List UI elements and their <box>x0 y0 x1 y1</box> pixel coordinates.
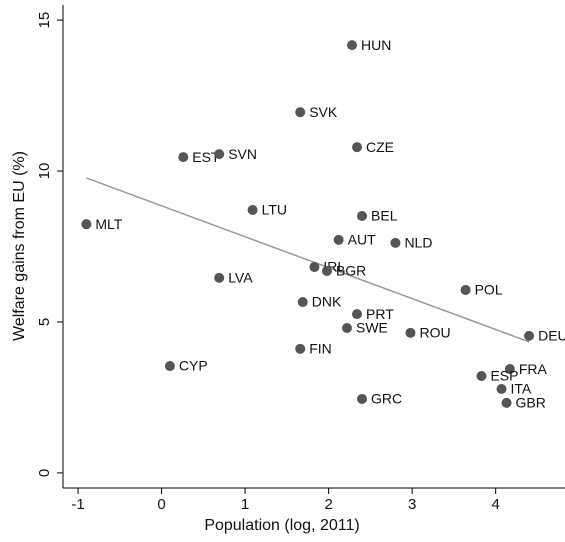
y-axis-title: Welfare gains from EU (%) <box>11 151 28 341</box>
point <box>247 204 258 215</box>
point-label: GRC <box>371 391 402 407</box>
point-label: MLT <box>95 216 122 232</box>
point-label: SVN <box>228 146 257 162</box>
point-label: PRT <box>366 306 394 322</box>
point <box>295 343 306 354</box>
point <box>297 297 308 308</box>
point-label: GBR <box>516 395 546 411</box>
point-label: CYP <box>179 358 208 374</box>
point-label: BEL <box>371 208 398 224</box>
point-label: NLD <box>404 235 432 251</box>
y-tick-label: 10 <box>36 163 53 180</box>
point-label: FRA <box>519 361 548 377</box>
point <box>476 371 487 382</box>
point-label: SVK <box>309 104 338 120</box>
point <box>352 309 363 320</box>
x-tick-label: 4 <box>492 496 500 513</box>
y-tick-label: 15 <box>36 12 53 29</box>
point-label: LVA <box>228 270 253 286</box>
point <box>309 262 320 273</box>
point <box>295 107 306 118</box>
x-tick-label: 1 <box>241 496 249 513</box>
point <box>341 323 352 334</box>
point-label: FIN <box>309 341 332 357</box>
x-tick-label: 2 <box>324 496 332 513</box>
point-label: POL <box>475 282 503 298</box>
point <box>347 40 358 51</box>
point <box>357 393 368 404</box>
point-label: DNK <box>312 294 342 310</box>
point <box>504 364 515 375</box>
point <box>333 234 344 245</box>
point <box>390 237 401 248</box>
x-tick-label: -1 <box>71 496 84 513</box>
point <box>352 142 363 153</box>
point <box>496 383 507 394</box>
point-label: CZE <box>366 139 394 155</box>
point-label: LTU <box>262 202 287 218</box>
point <box>405 327 416 338</box>
x-axis-title: Population (log, 2011) <box>204 517 359 534</box>
point-label: AUT <box>348 232 376 248</box>
point-label: ROU <box>419 325 450 341</box>
point <box>524 330 535 341</box>
y-tick-label: 0 <box>36 469 53 477</box>
point <box>81 219 92 230</box>
point-label: EST <box>192 149 220 165</box>
fit-line <box>86 177 530 343</box>
x-tick-label: 0 <box>157 496 165 513</box>
point-label: ESP <box>490 368 518 384</box>
point-label: SWE <box>356 320 388 336</box>
point <box>214 272 225 283</box>
point <box>164 361 175 372</box>
point <box>460 284 471 295</box>
point-label: HUN <box>361 37 391 53</box>
point <box>178 152 189 163</box>
point-label: DEU <box>538 328 565 344</box>
point <box>357 211 368 222</box>
y-tick-label: 5 <box>36 318 53 326</box>
point-label: BGR <box>336 263 366 279</box>
point <box>214 149 225 160</box>
point <box>501 397 512 408</box>
point <box>321 265 332 276</box>
point-label: ITA <box>511 381 532 397</box>
x-tick-label: 3 <box>408 496 416 513</box>
